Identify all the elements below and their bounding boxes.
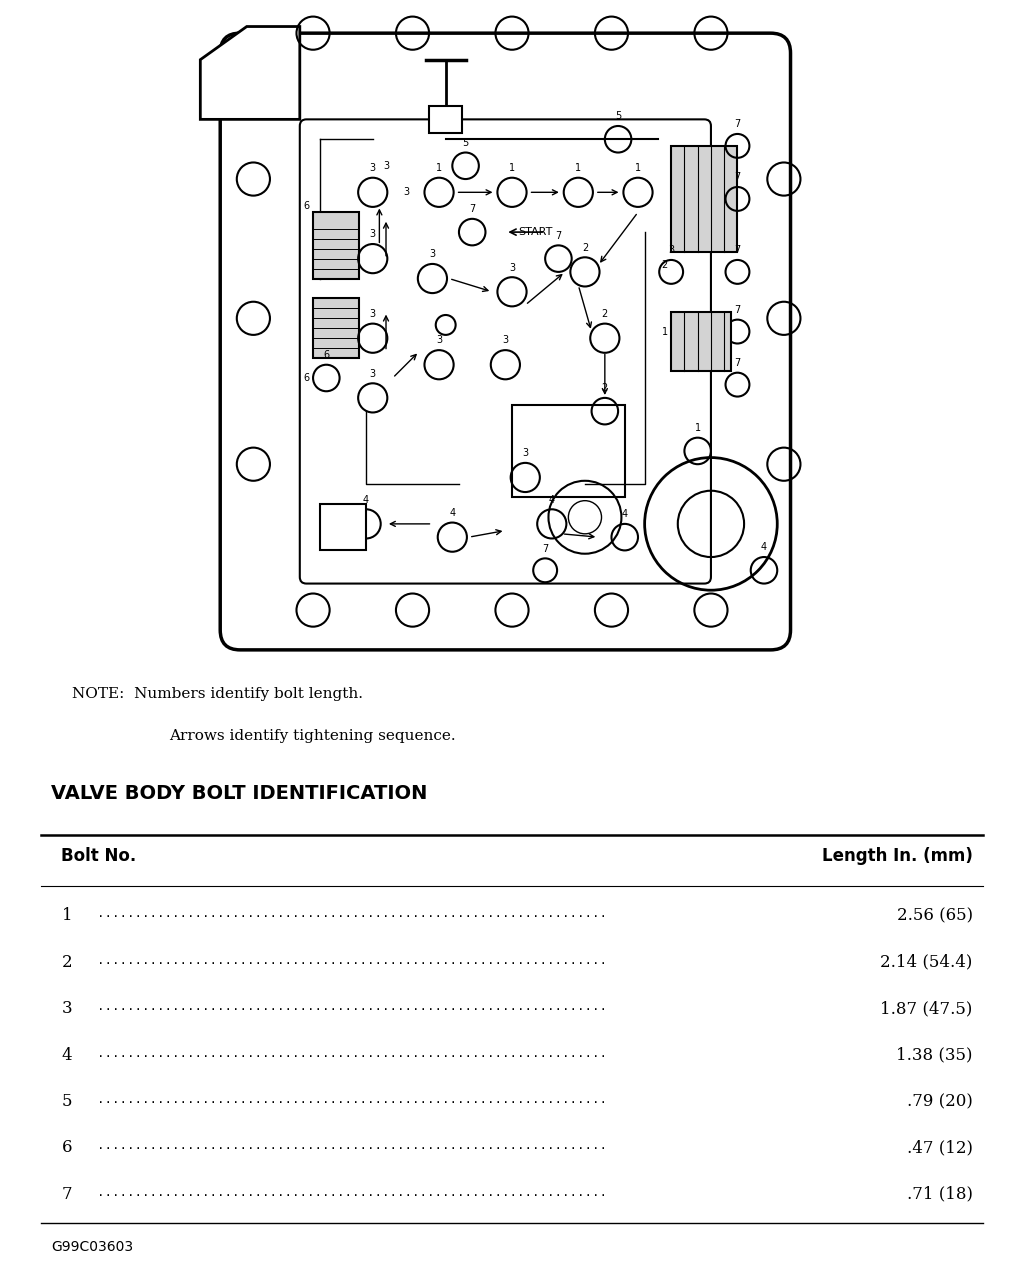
Text: 6: 6: [324, 351, 330, 360]
Text: 7: 7: [555, 230, 561, 241]
Text: 2.56 (65): 2.56 (65): [897, 908, 973, 924]
Text: ....................................................................: ........................................…: [97, 1000, 607, 1013]
Bar: [319, 504, 367, 551]
Text: 2: 2: [582, 243, 588, 253]
Text: 3: 3: [509, 262, 515, 272]
Text: 3: 3: [370, 309, 376, 319]
Polygon shape: [201, 27, 300, 119]
Text: .47 (12): .47 (12): [907, 1139, 973, 1156]
Text: .79 (20): .79 (20): [907, 1093, 973, 1110]
Text: 3: 3: [370, 368, 376, 379]
Text: 7: 7: [734, 119, 740, 129]
Text: 5: 5: [615, 111, 622, 122]
Text: 3: 3: [61, 1000, 72, 1017]
Text: 1: 1: [694, 423, 700, 433]
Text: 1: 1: [436, 163, 442, 173]
Text: 3: 3: [383, 161, 389, 171]
Text: 7: 7: [542, 543, 548, 553]
Text: NOTE:  Numbers identify bolt length.: NOTE: Numbers identify bolt length.: [72, 687, 362, 701]
Text: 2: 2: [602, 384, 608, 394]
Text: 3: 3: [370, 229, 376, 239]
Text: Arrows identify tightening sequence.: Arrows identify tightening sequence.: [169, 729, 456, 743]
Text: 3: 3: [402, 187, 409, 197]
Text: 1: 1: [635, 163, 641, 173]
Text: 1.87 (47.5): 1.87 (47.5): [881, 1000, 973, 1017]
Bar: [512, 405, 625, 498]
FancyBboxPatch shape: [300, 119, 711, 584]
Text: 7: 7: [469, 204, 475, 214]
Text: 1: 1: [662, 327, 668, 337]
Text: 4: 4: [364, 495, 370, 505]
Text: 2: 2: [662, 261, 668, 270]
Text: Length In. (mm): Length In. (mm): [822, 847, 973, 865]
Text: G99C03603: G99C03603: [51, 1239, 133, 1253]
Text: 3: 3: [429, 249, 435, 260]
Text: 4: 4: [450, 508, 456, 518]
Text: Bolt No.: Bolt No.: [61, 847, 136, 865]
Text: 3: 3: [436, 335, 442, 346]
Text: 4: 4: [622, 509, 628, 519]
Text: 5: 5: [463, 138, 469, 148]
Bar: [671, 146, 737, 252]
Text: ....................................................................: ........................................…: [97, 1186, 607, 1199]
Text: VALVE BODY BOLT IDENTIFICATION: VALVE BODY BOLT IDENTIFICATION: [51, 784, 428, 803]
Bar: [313, 299, 359, 358]
Text: 5: 5: [61, 1093, 72, 1110]
Text: 4: 4: [549, 495, 555, 505]
Text: 6: 6: [303, 200, 309, 210]
Text: 3: 3: [503, 335, 509, 346]
Text: 7: 7: [734, 246, 740, 256]
Text: 1: 1: [61, 908, 72, 924]
Text: 4: 4: [761, 542, 767, 552]
Text: 3: 3: [370, 163, 376, 173]
Text: 1: 1: [575, 163, 582, 173]
Text: 7: 7: [734, 172, 740, 182]
Text: .71 (18): .71 (18): [907, 1186, 973, 1203]
Text: ....................................................................: ........................................…: [97, 908, 607, 920]
Text: ....................................................................: ........................................…: [97, 1093, 607, 1106]
Text: 3: 3: [522, 448, 528, 458]
Text: 7: 7: [734, 305, 740, 315]
Text: 3: 3: [668, 246, 674, 256]
Text: START: START: [518, 227, 553, 237]
FancyBboxPatch shape: [220, 33, 791, 649]
Text: ....................................................................: ........................................…: [97, 953, 607, 967]
Text: 4: 4: [61, 1047, 72, 1063]
Text: 2.14 (54.4): 2.14 (54.4): [881, 953, 973, 971]
Text: 1.38 (35): 1.38 (35): [896, 1047, 973, 1063]
Text: 1: 1: [509, 163, 515, 173]
Text: ....................................................................: ........................................…: [97, 1047, 607, 1060]
Bar: [671, 311, 731, 371]
Text: 6: 6: [303, 373, 309, 384]
Bar: [429, 106, 462, 133]
Text: 7: 7: [734, 358, 740, 368]
Text: 2: 2: [602, 309, 608, 319]
Text: 6: 6: [61, 1139, 72, 1156]
Text: ....................................................................: ........................................…: [97, 1139, 607, 1152]
Text: 2: 2: [61, 953, 72, 971]
Text: 7: 7: [61, 1186, 72, 1203]
Bar: [313, 213, 359, 279]
